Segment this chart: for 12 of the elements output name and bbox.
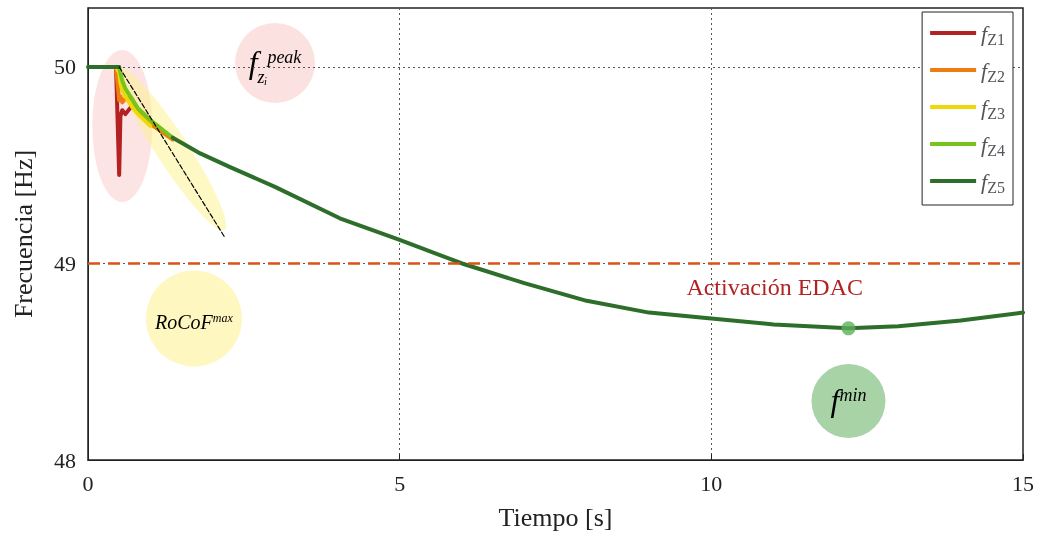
x-tick-label: 0 xyxy=(82,470,94,496)
x-tick-label: 5 xyxy=(394,470,406,496)
ref-line-label: Activación EDAC xyxy=(686,274,863,301)
y-tick-label: 48 xyxy=(54,447,76,473)
y-axis-title: Frecuencia [Hz] xyxy=(8,149,38,319)
x-tick-label: 10 xyxy=(700,470,723,496)
annotation: f$^{min}$ xyxy=(830,382,867,419)
y-tick-label: 50 xyxy=(54,54,76,80)
x-tick-label: 15 xyxy=(1012,470,1034,496)
annotation: RoCoF$^{max}$ xyxy=(154,310,234,333)
y-tick-label: 49 xyxy=(54,250,76,276)
x-axis-title: Tiempo [s] xyxy=(498,502,613,532)
